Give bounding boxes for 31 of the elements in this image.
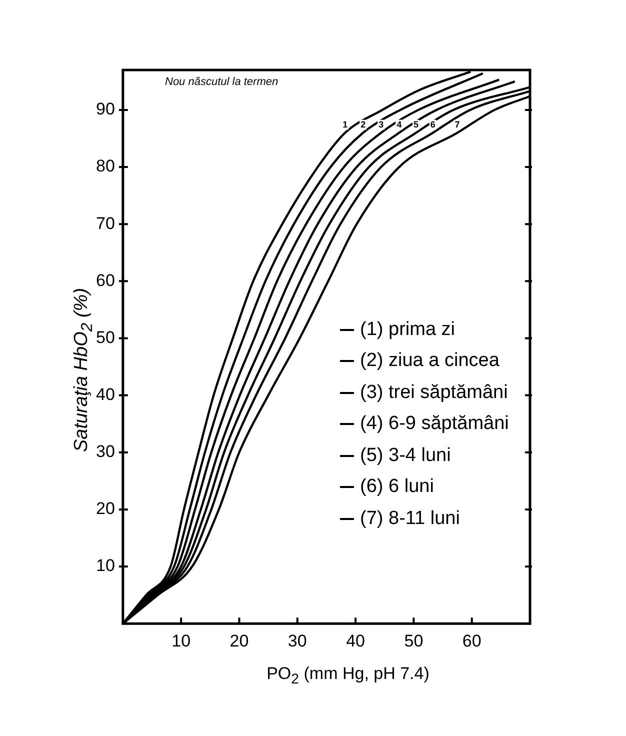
y-tick-label: 80 (96, 156, 115, 176)
x-tick-label: 10 (172, 631, 191, 650)
y-tick-label: 50 (96, 328, 115, 347)
annotation: 2 (360, 119, 366, 130)
legend-label: (6) 6 luni (360, 476, 434, 498)
y-tick-label: 10 (96, 556, 115, 576)
y-tick-label: 20 (96, 499, 115, 518)
y-tick-label: 30 (96, 442, 115, 462)
y-tick-label: 70 (96, 214, 115, 233)
legend-label: (5) 3-4 luni (360, 444, 451, 467)
x-tick-label: 50 (404, 631, 424, 650)
x-axis-title: PO$_{2}$ (mm Hg, pH 7.4) (266, 664, 430, 688)
x-tick-label: 40 (346, 631, 365, 650)
x-tick-label: 20 (230, 631, 249, 650)
legend-label: (2) ziua a cincea (360, 350, 500, 372)
annotation: 7 (454, 119, 460, 130)
legend-label: (4) 6-9 săptămâni (360, 413, 509, 436)
legend-label: (3) trei săptămâni (360, 382, 508, 404)
y-tick-label: 60 (96, 270, 115, 290)
annotation: 1 (342, 119, 348, 130)
x-tick-label: 60 (462, 631, 482, 650)
annotation: 6 (430, 119, 436, 130)
x-tick-label: 30 (288, 631, 307, 650)
annotation: 5 (414, 119, 419, 130)
annotation: 4 (396, 119, 402, 130)
text: Nou născutul la termen (165, 76, 278, 88)
legend-label: (1) prima zi (360, 318, 456, 341)
legend-label: (7) 8-11 luni (360, 508, 460, 530)
y-tick-label: 40 (96, 385, 115, 404)
y-tick-label: 90 (96, 100, 115, 119)
annotation: 3 (378, 119, 384, 130)
